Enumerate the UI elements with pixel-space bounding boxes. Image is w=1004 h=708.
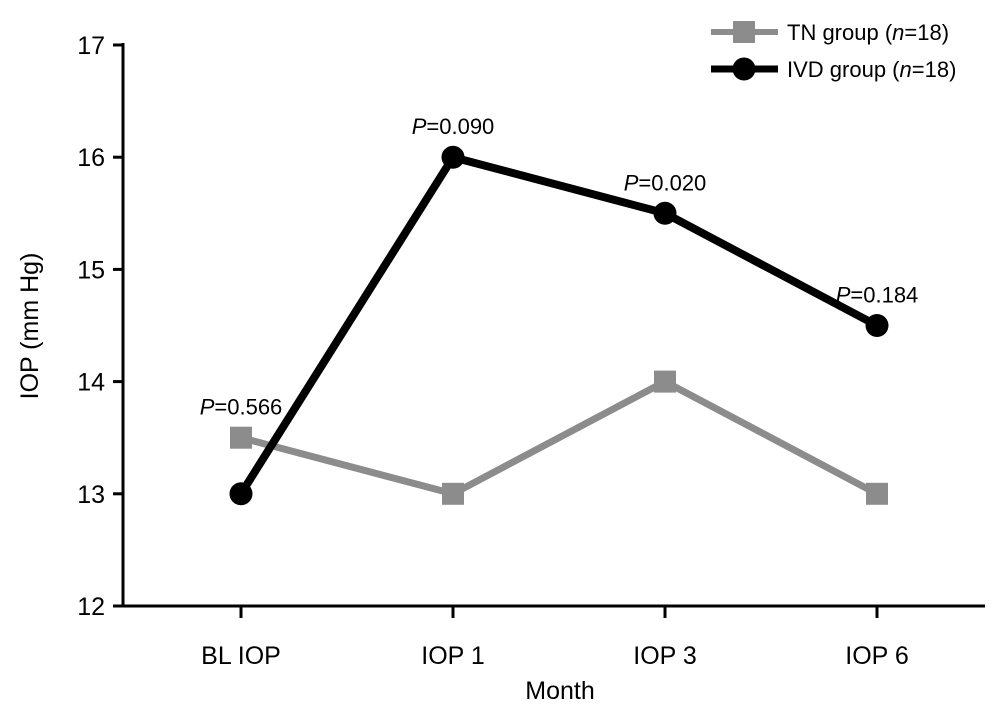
x-tick-label: IOP 6 (845, 642, 908, 670)
legend-label: TN group (n=18) (787, 20, 949, 45)
p-value-annotation: P=0.090 (412, 114, 495, 139)
series-2 (229, 145, 889, 506)
legend-marker-square (733, 21, 755, 43)
x-tick-label: IOP 3 (633, 642, 696, 670)
legend-entry: TN group (n=18) (711, 20, 949, 45)
data-point-circle (653, 201, 677, 225)
data-point-square (654, 370, 676, 393)
data-point-circle (229, 482, 253, 506)
x-axis-title: Month (525, 677, 594, 705)
axes: 12 13 14 15 16 17 BL IOP IOP 1 IOP 3 IOP 6 Month IO… (16, 32, 985, 705)
series-layer (229, 145, 889, 506)
y-tick-label: 12 (77, 593, 105, 621)
data-point-square (442, 482, 464, 505)
series-line (240, 378, 879, 498)
y-tick-label: 15 (77, 256, 105, 284)
data-point-square (230, 426, 252, 449)
x-tick-label: IOP 1 (421, 642, 484, 670)
y-tick-label: 17 (77, 32, 105, 60)
series-1 (230, 370, 888, 505)
legend-entry: IVD group (n=18) (711, 57, 956, 82)
p-value-annotation: P=0.184 (836, 283, 919, 308)
y-tick-label: 13 (77, 481, 105, 509)
x-tick-label: BL IOP (201, 642, 281, 670)
y-tick-label: 16 (77, 144, 105, 172)
data-point-circle (441, 145, 465, 169)
y-axis-title: IOP (mm Hg) (16, 253, 44, 400)
data-point-square (866, 482, 888, 505)
legend-marker-circle (732, 57, 756, 81)
annotation-layer: P=0.566 P=0.090 P=0.020 P=0.184 (200, 114, 919, 420)
y-tick-label: 14 (77, 369, 105, 397)
legend: TN group (n=18) IVD group (n=18) (711, 20, 956, 82)
series-line (237, 153, 879, 496)
p-value-annotation: P=0.020 (624, 170, 707, 195)
data-point-circle (865, 314, 889, 337)
legend-label: IVD group (n=18) (787, 57, 956, 82)
p-value-annotation: P=0.566 (200, 395, 283, 420)
